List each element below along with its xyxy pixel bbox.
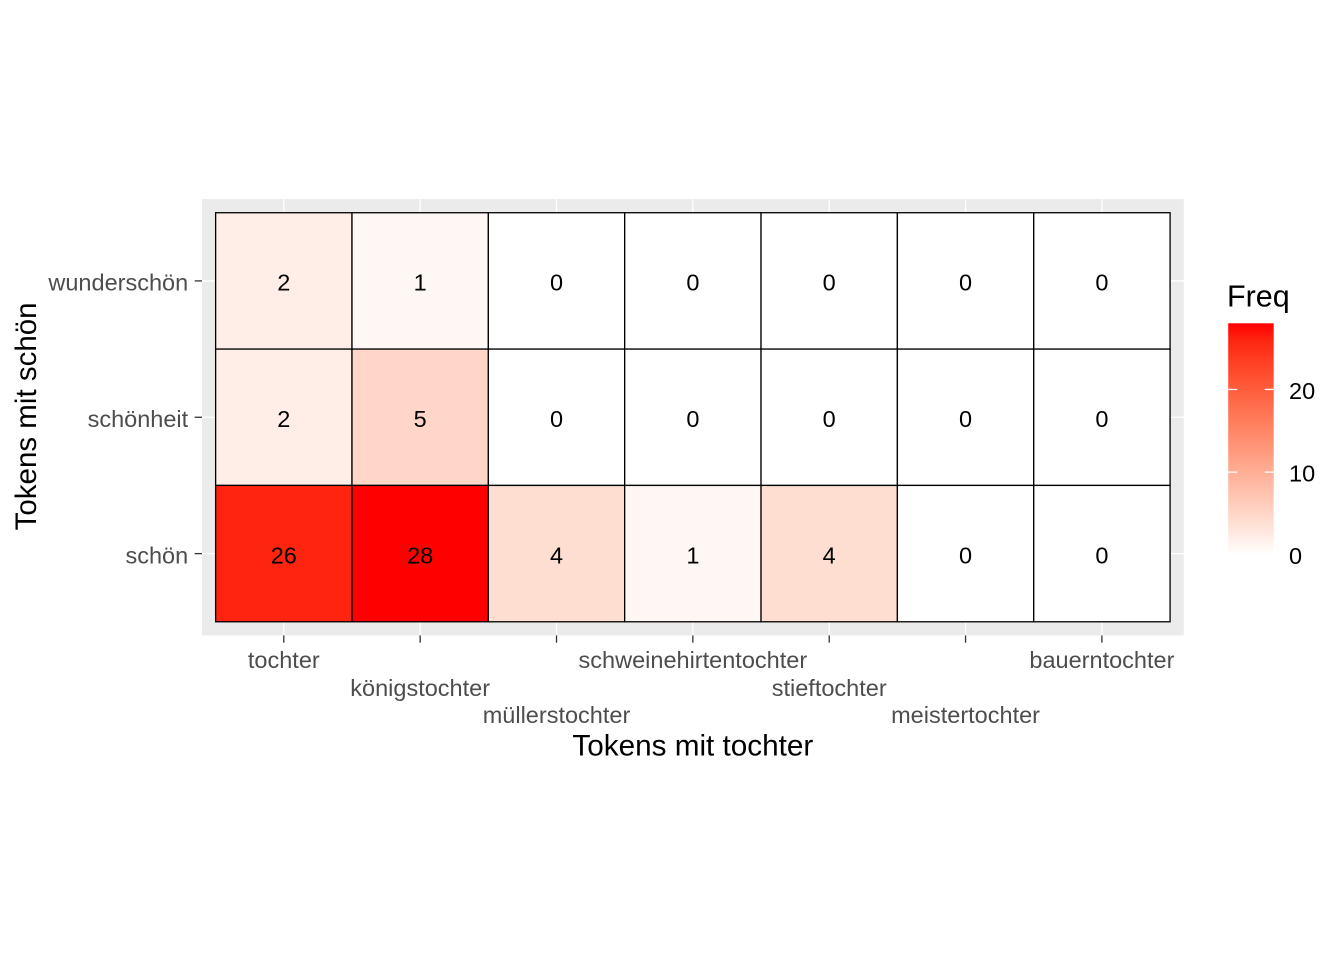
svg-text:Tokens mit tochter: Tokens mit tochter [572,729,813,762]
svg-text:2: 2 [277,270,290,296]
svg-text:4: 4 [550,542,563,568]
svg-text:bauerntochter: bauerntochter [1029,647,1174,673]
svg-text:königstochter: königstochter [350,675,490,701]
svg-text:28: 28 [407,542,433,568]
svg-text:0: 0 [550,270,563,296]
svg-text:schönheit: schönheit [88,406,189,432]
svg-text:2: 2 [277,406,290,432]
svg-text:Tokens mit schön: Tokens mit schön [10,302,43,530]
svg-text:meistertochter: meistertochter [891,702,1040,728]
svg-text:0: 0 [550,406,563,432]
svg-text:0: 0 [1095,270,1108,296]
svg-text:stieftochter: stieftochter [772,675,887,701]
svg-text:tochter: tochter [248,647,320,673]
svg-text:0: 0 [686,270,699,296]
svg-text:schweinehirtentochter: schweinehirtentochter [579,647,808,673]
svg-text:0: 0 [1095,406,1108,432]
svg-text:20: 20 [1289,378,1315,404]
svg-text:0: 0 [823,406,836,432]
svg-text:0: 0 [959,542,972,568]
svg-text:0: 0 [959,270,972,296]
svg-text:müllerstochter: müllerstochter [483,702,631,728]
svg-text:wunderschön: wunderschön [47,270,188,296]
svg-text:5: 5 [414,406,427,432]
svg-text:0: 0 [1289,543,1302,569]
svg-text:4: 4 [823,542,836,568]
svg-text:1: 1 [414,270,427,296]
svg-text:26: 26 [271,542,297,568]
svg-text:10: 10 [1289,461,1315,487]
svg-text:1: 1 [686,542,699,568]
svg-text:0: 0 [686,406,699,432]
svg-text:Freq: Freq [1227,280,1290,314]
svg-text:0: 0 [1095,542,1108,568]
svg-text:0: 0 [823,270,836,296]
svg-text:0: 0 [959,406,972,432]
svg-text:schön: schön [125,542,188,568]
